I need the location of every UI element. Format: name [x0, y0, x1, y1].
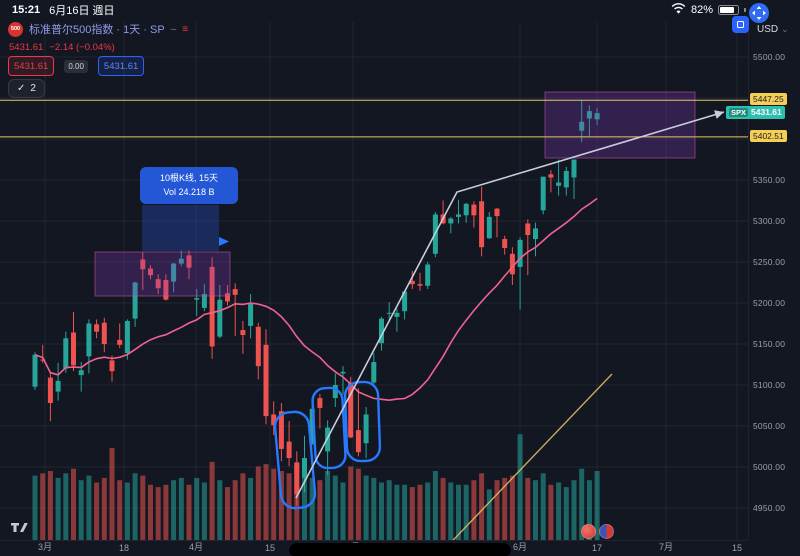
window-layout-button[interactable]	[732, 16, 749, 33]
price-change-row: 5431.61 −2.14 (−0.04%)	[9, 42, 115, 53]
wifi-icon	[671, 2, 686, 18]
sp500-logo-icon: 500	[8, 21, 23, 37]
sell-price-button[interactable]: 5431.61	[8, 56, 55, 76]
indicators-count: 2	[30, 83, 36, 94]
currency-selector[interactable]: USD ⌄	[757, 24, 789, 35]
check-icon: ✓	[17, 83, 26, 94]
chevron-down-icon: ⌄	[781, 24, 789, 34]
indicators-pill[interactable]: ✓ 2	[8, 79, 45, 98]
currency-label: USD	[757, 24, 779, 35]
battery-icon	[718, 5, 739, 15]
symbol-title[interactable]: 标准普尔500指数 · 1天 · SP	[29, 24, 165, 36]
move-arrows-icon	[749, 3, 769, 23]
battery-percent: 82%	[690, 4, 713, 16]
symbol-header[interactable]: 500 标准普尔500指数 · 1天 · SP – ≡	[8, 21, 188, 37]
home-indicator[interactable]	[289, 543, 511, 556]
status-right: 82%	[671, 2, 746, 18]
last-price: 5431.61	[9, 42, 44, 53]
tradingview-logo[interactable]	[8, 516, 30, 538]
measure-bars-text: 10根K线, 15天	[159, 172, 219, 183]
price-scale[interactable]	[748, 20, 800, 540]
quote-row: 5431.61 0.00 5431.61	[8, 56, 145, 76]
spread-value: 0.00	[64, 59, 88, 73]
status-left: 15:21 6月16日 週日	[12, 2, 115, 18]
sticker-group	[581, 524, 614, 539]
legend-menu-icon[interactable]: ≡	[182, 23, 188, 35]
change-value: −2.14 (−0.04%)	[49, 42, 115, 53]
status-bar: 15:21 6月16日 週日 82%	[0, 0, 800, 20]
measure-volume-text: Vol 24.218 B	[163, 186, 215, 197]
sticker-icon-blue-red[interactable]	[599, 524, 614, 539]
battery-nub	[744, 8, 746, 12]
status-date: 6月16日 週日	[49, 5, 115, 17]
collapse-icon[interactable]: –	[170, 23, 177, 35]
buy-price-button[interactable]: 5431.61	[97, 56, 145, 76]
measure-tool-label[interactable]: 10根K线, 15天 Vol 24.218 B	[140, 167, 238, 204]
status-time: 15:21	[12, 4, 41, 16]
window-icon	[737, 21, 744, 28]
move-handle-button[interactable]	[749, 3, 769, 23]
sticker-icon-red[interactable]	[581, 524, 596, 539]
